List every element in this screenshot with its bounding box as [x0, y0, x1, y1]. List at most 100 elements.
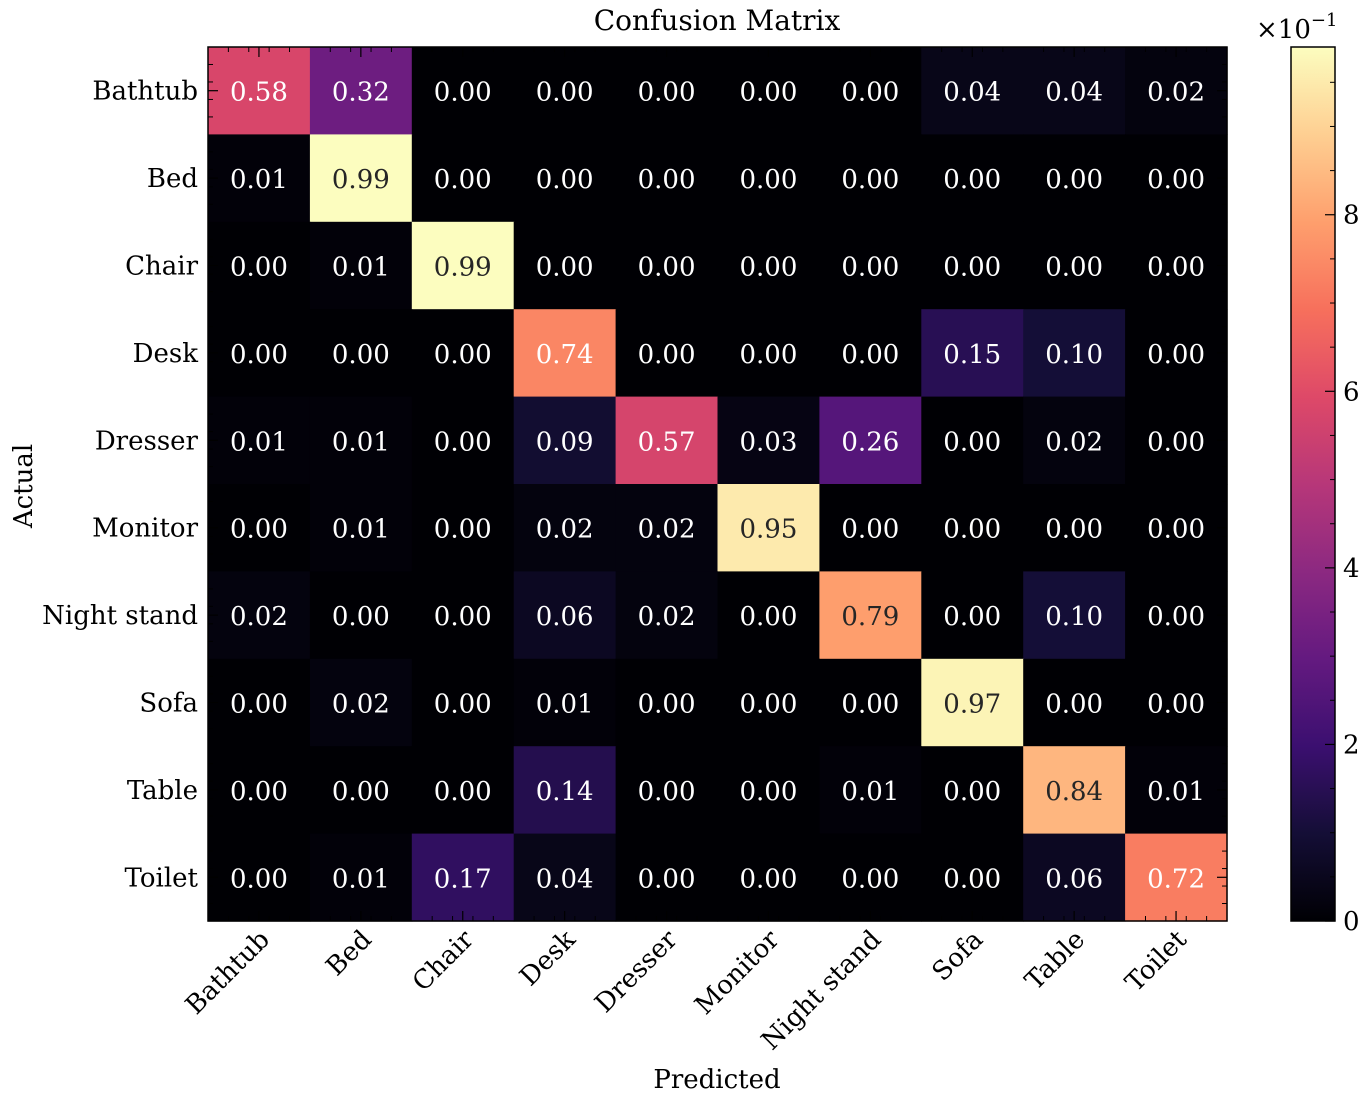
- heatmap-cells: [208, 47, 1228, 922]
- heatmap-cell: [615, 746, 719, 835]
- cell-value-label: 0.00: [230, 864, 288, 894]
- cell-value-label: 0.00: [740, 602, 798, 632]
- cell-value-label: 0.00: [638, 253, 696, 283]
- heatmap-cell: [1023, 658, 1126, 747]
- cell-value-label: 0.00: [1147, 253, 1205, 283]
- heatmap-cell: [1023, 746, 1126, 835]
- cell-value-label: 0.00: [536, 78, 594, 108]
- heatmap-cell: [1023, 47, 1126, 135]
- heatmap-cell: [513, 309, 617, 398]
- cell-value-label: 0.00: [332, 777, 390, 807]
- cell-value-label: 0.00: [740, 777, 798, 807]
- heatmap-cell-labels: 0.58 0.32 0.00 0.00 0.00 0.00 0.00 0.04 0.04 0.02…: [230, 78, 1205, 895]
- cell-value-label: 0.00: [638, 340, 696, 370]
- x-axis-label: Predicted: [653, 1065, 780, 1095]
- heatmap-cell: [513, 47, 617, 135]
- heatmap-cell: [208, 484, 311, 572]
- cell-value-label: 0.00: [740, 340, 798, 370]
- cell-value-label: 0.00: [434, 515, 492, 545]
- cell-value-label: 0.02: [638, 515, 696, 545]
- heatmap-cell: [208, 134, 311, 223]
- heatmap-cell: [208, 833, 311, 922]
- cell-value-label: 0.02: [332, 690, 390, 720]
- cell-value-label: 0.99: [434, 253, 492, 283]
- heatmap-cell: [921, 396, 1024, 485]
- cell-value-label: 0.00: [943, 777, 1001, 807]
- cell-value-label: 0.02: [1045, 427, 1103, 457]
- heatmap-cell: [208, 571, 311, 660]
- heatmap-cell: [615, 396, 719, 485]
- cell-value-label: 0.00: [434, 427, 492, 457]
- heatmap-cell: [717, 134, 820, 223]
- cell-value-label: 0.72: [1147, 864, 1205, 894]
- cell-value-label: 0.00: [943, 253, 1001, 283]
- heatmap-cell: [615, 47, 719, 135]
- cell-value-label: 0.10: [1045, 602, 1103, 632]
- heatmap-cell: [513, 484, 617, 572]
- cell-value-label: 0.00: [841, 78, 899, 108]
- cell-value-label: 0.95: [740, 515, 798, 545]
- heatmap-cell: [309, 746, 413, 835]
- cell-value-label: 0.00: [230, 690, 288, 720]
- x-tick-label: Monitor: [689, 924, 785, 1020]
- axes-frame: [207, 46, 1228, 922]
- heatmap-cell: [1023, 833, 1126, 922]
- heatmap-cell: [411, 396, 515, 485]
- heatmap-cell: [615, 571, 719, 660]
- cell-value-label: 0.00: [536, 253, 594, 283]
- heatmap-cell: [921, 571, 1024, 660]
- cell-value-label: 0.14: [536, 777, 594, 807]
- cell-value-label: 0.00: [638, 165, 696, 195]
- heatmap-cell: [513, 833, 617, 922]
- cell-value-label: 0.00: [1045, 165, 1103, 195]
- cell-value-label: 0.00: [1147, 340, 1205, 370]
- cell-value-label: 0.00: [230, 253, 288, 283]
- heatmap-cell: [717, 221, 820, 310]
- cell-value-label: 0.00: [740, 864, 798, 894]
- cell-value-label: 0.00: [230, 340, 288, 370]
- cell-value-label: 0.01: [1147, 777, 1205, 807]
- heatmap-cell: [513, 221, 617, 310]
- cell-value-label: 0.00: [943, 165, 1001, 195]
- y-tick-labels: Bathtub Bed Chair Desk Dresser Monitor Night s…: [42, 77, 198, 894]
- colorbar-multiplier: ×10−1: [1256, 10, 1337, 45]
- cell-value-label: 0.58: [230, 78, 288, 108]
- cell-value-label: 0.00: [332, 602, 390, 632]
- y-tick-label: Bed: [147, 164, 198, 194]
- cell-value-label: 0.03: [740, 427, 798, 457]
- heatmap-cell: [1125, 833, 1228, 922]
- cell-value-label: 0.00: [1045, 253, 1103, 283]
- x-tick-label: Bed: [320, 925, 377, 982]
- heatmap-cell: [717, 484, 820, 572]
- heatmap-cell: [411, 221, 515, 310]
- cell-value-label: 0.00: [1147, 515, 1205, 545]
- heatmap-cell: [615, 309, 719, 398]
- cell-value-label: 0.00: [230, 777, 288, 807]
- heatmap-cell: [819, 571, 922, 660]
- cell-value-label: 0.00: [638, 78, 696, 108]
- heatmap-cell: [208, 309, 311, 398]
- colorbar-multiplier-base: ×10: [1256, 15, 1311, 45]
- cell-value-label: 0.26: [841, 427, 899, 457]
- x-tick-label: Table: [1020, 925, 1092, 997]
- heatmap-cell: [615, 658, 719, 747]
- cell-value-label: 0.01: [230, 165, 288, 195]
- x-tick-label: Bathtub: [180, 925, 276, 1021]
- heatmap-cell: [615, 833, 719, 922]
- heatmap-cell: [717, 396, 820, 485]
- cell-value-label: 0.00: [740, 253, 798, 283]
- cell-value-label: 0.04: [1045, 78, 1103, 108]
- cell-value-label: 0.00: [1147, 602, 1205, 632]
- cell-value-label: 0.57: [638, 427, 696, 457]
- colorbar-gradient: [1290, 46, 1336, 922]
- y-tick-label: Table: [127, 776, 198, 806]
- heatmap-cell: [819, 134, 922, 223]
- cell-value-label: 0.00: [434, 690, 492, 720]
- y-axis-label: Actual: [9, 444, 39, 529]
- cell-value-label: 0.00: [841, 864, 899, 894]
- cell-value-label: 0.00: [841, 253, 899, 283]
- colorbar-multiplier-exponent: −1: [1311, 10, 1338, 31]
- cell-value-label: 0.02: [230, 602, 288, 632]
- heatmap-cell: [513, 658, 617, 747]
